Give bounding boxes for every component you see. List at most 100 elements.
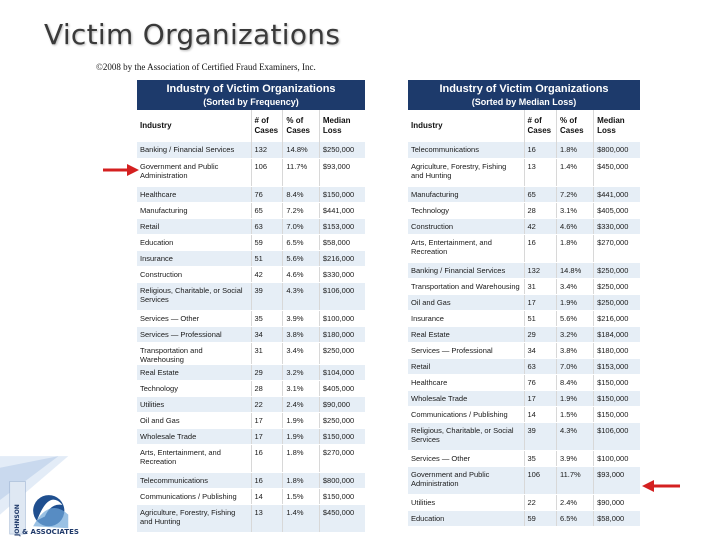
cell-cases: 63 <box>524 358 557 375</box>
cell-cases: 76 <box>251 186 284 203</box>
cell-percent: 3.8% <box>556 342 595 359</box>
cell-percent: 7.0% <box>282 218 320 235</box>
cell-percent: 3.1% <box>282 380 320 397</box>
column-header-row: Industry # of Cases % of Cases Median Lo… <box>137 110 365 142</box>
cell-percent: 6.5% <box>282 234 320 251</box>
table-title: Industry of Victim Organizations <box>166 83 336 95</box>
cell-median-loss: $405,000 <box>593 202 640 219</box>
copyright-notice: ©2008 by the Association of Certified Fr… <box>96 62 316 72</box>
cell-median-loss: $150,000 <box>319 488 365 505</box>
cell-industry: Arts, Entertainment, and Recreation <box>408 234 525 263</box>
cell-median-loss: $330,000 <box>593 218 640 235</box>
cell-median-loss: $330,000 <box>319 266 365 283</box>
red-arrow-icon <box>103 164 139 176</box>
cell-industry: Insurance <box>137 250 252 267</box>
table-row: Religious, Charitable, or Social Service… <box>137 282 365 311</box>
cell-median-loss: $250,000 <box>319 342 365 365</box>
cell-cases: 16 <box>524 142 557 159</box>
table-sorted-by-median-loss: Industry of Victim Organizations (Sorted… <box>408 80 640 540</box>
table-sorted-by-frequency: Industry of Victim Organizations (Sorted… <box>137 80 365 540</box>
cell-industry: Telecommunications <box>137 472 252 489</box>
cell-cases: 35 <box>524 450 557 467</box>
cell-industry: Transportation and Warehousing <box>137 342 252 365</box>
cell-percent: 1.4% <box>282 504 320 533</box>
cell-median-loss: $93,000 <box>593 466 640 495</box>
cell-median-loss: $106,000 <box>319 282 365 311</box>
cell-cases: 35 <box>251 310 284 327</box>
cell-percent: 8.4% <box>556 374 595 391</box>
column-header-percent: % of Cases <box>556 110 595 142</box>
cell-median-loss: $270,000 <box>593 234 640 263</box>
cell-cases: 34 <box>524 342 557 359</box>
cell-percent: 4.6% <box>282 266 320 283</box>
cell-industry: Education <box>137 234 252 251</box>
cell-industry: Banking / Financial Services <box>408 262 525 279</box>
cell-median-loss: $153,000 <box>593 358 640 375</box>
table-row: Retail 63 7.0% $153,000 <box>408 358 640 375</box>
cell-percent: 4.3% <box>556 422 595 451</box>
cell-cases: 59 <box>251 234 284 251</box>
cell-cases: 29 <box>251 364 284 381</box>
cell-median-loss: $58,000 <box>319 234 365 251</box>
table-row: Utilities 22 2.4% $90,000 <box>408 494 640 511</box>
table-row: Transportation and Warehousing 31 3.4% $250… <box>408 278 640 295</box>
cell-median-loss: $150,000 <box>593 374 640 391</box>
table-row: Services — Other 35 3.9% $100,000 <box>408 450 640 467</box>
table-row: Retail 63 7.0% $153,000 <box>137 218 365 235</box>
cell-percent: 3.2% <box>282 364 320 381</box>
cell-cases: 16 <box>524 234 557 263</box>
table-header-banner: Industry of Victim Organizations (Sorted… <box>408 80 640 110</box>
cell-cases: 29 <box>524 326 557 343</box>
cell-percent: 11.7% <box>282 158 320 187</box>
cell-percent: 3.4% <box>282 342 320 365</box>
cell-industry: Technology <box>408 202 525 219</box>
table-row: Communications / Publishing 14 1.5% $150,00… <box>408 406 640 423</box>
cell-industry: Transportation and Warehousing <box>408 278 525 295</box>
cell-median-loss: $441,000 <box>319 202 365 219</box>
cell-cases: 76 <box>524 374 557 391</box>
cell-median-loss: $93,000 <box>319 158 365 187</box>
cell-percent: 1.5% <box>556 406 595 423</box>
cell-cases: 39 <box>524 422 557 451</box>
cell-median-loss: $106,000 <box>593 422 640 451</box>
cell-percent: 3.9% <box>282 310 320 327</box>
slide-title: Victim Organizations <box>44 18 341 51</box>
cell-percent: 3.9% <box>556 450 595 467</box>
cell-percent: 2.4% <box>282 396 320 413</box>
cell-median-loss: $216,000 <box>319 250 365 267</box>
cell-percent: 1.9% <box>556 294 595 311</box>
cell-percent: 1.9% <box>282 428 320 445</box>
cell-percent: 4.6% <box>556 218 595 235</box>
table-row: Government and Public Administration 106 1… <box>408 466 640 495</box>
cell-industry: Retail <box>137 218 252 235</box>
cell-median-loss: $150,000 <box>593 406 640 423</box>
cell-industry: Education <box>408 510 525 527</box>
table-row: Healthcare 76 8.4% $150,000 <box>137 186 365 203</box>
table-title: Industry of Victim Organizations <box>439 83 609 95</box>
cell-cases: 132 <box>251 142 284 159</box>
cell-cases: 42 <box>251 266 284 283</box>
column-header-cases: # of Cases <box>251 110 284 142</box>
cell-industry: Agriculture, Forestry, Fishing and Hunti… <box>137 504 252 533</box>
table-row: Arts, Entertainment, and Recreation 16 1.8… <box>408 234 640 263</box>
table-row: Utilities 22 2.4% $90,000 <box>137 396 365 413</box>
cell-industry: Wholesale Trade <box>408 390 525 407</box>
cell-cases: 51 <box>524 310 557 327</box>
table-row: Construction 42 4.6% $330,000 <box>137 266 365 283</box>
cell-median-loss: $150,000 <box>319 428 365 445</box>
logo-text: & ASSOCIATES <box>22 528 79 536</box>
cell-median-loss: $800,000 <box>593 142 640 159</box>
data-table: Industry # of Cases % of Cases Median Lo… <box>408 110 640 527</box>
cell-percent: 7.0% <box>556 358 595 375</box>
table-row: Services — Professional 34 3.8% $180,000 <box>408 342 640 359</box>
cell-cases: 13 <box>251 504 284 533</box>
table-row: Healthcare 76 8.4% $150,000 <box>408 374 640 391</box>
cell-percent: 5.6% <box>556 310 595 327</box>
cell-industry: Banking / Financial Services <box>137 142 252 159</box>
table-row: Services — Other 35 3.9% $100,000 <box>137 310 365 327</box>
cell-cases: 42 <box>524 218 557 235</box>
cell-industry: Communications / Publishing <box>137 488 252 505</box>
table-row: Education 59 6.5% $58,000 <box>137 234 365 251</box>
cell-percent: 7.2% <box>556 186 595 203</box>
cell-cases: 65 <box>251 202 284 219</box>
